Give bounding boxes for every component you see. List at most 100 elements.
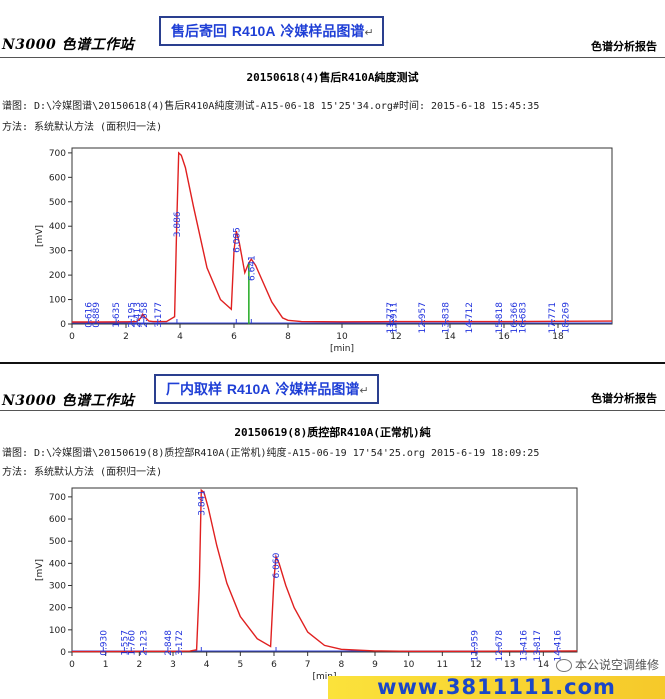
y-tick-label: 200	[49, 271, 66, 281]
chart-title: 20150619(8)质控部R410A(正常机)純	[234, 426, 431, 439]
peak-label: 2.195	[127, 302, 137, 328]
x-tick-label: 6	[271, 660, 277, 670]
x-tick-label: 8	[338, 660, 344, 670]
callout-refrigerant: R410A	[231, 23, 276, 39]
peak-label: 16.366	[510, 302, 520, 334]
peak-label: 18.269	[561, 302, 571, 334]
url-banner: www.3811111.com	[328, 676, 665, 699]
callout-text-b: 冷媒样品图谱	[275, 24, 365, 40]
peak-label: 1.760	[127, 630, 137, 656]
x-tick-label: 12	[390, 332, 401, 342]
peak-label: 1.635	[112, 302, 122, 328]
watermark: 本公说空调维修	[555, 656, 659, 673]
y-tick-label: 500	[49, 537, 66, 547]
header-rule	[0, 410, 665, 411]
header-rule	[0, 57, 665, 58]
y-tick-label: 700	[49, 493, 66, 503]
x-tick-label: 4	[177, 332, 183, 342]
x-tick-label: 0	[69, 332, 75, 342]
peak-label: 16.683	[518, 302, 528, 334]
callout-text-a: 售后寄回	[171, 24, 232, 40]
y-tick-label: 300	[49, 247, 66, 257]
x-tick-label: 18	[552, 332, 564, 342]
callout-text-b: 冷媒样品图谱	[270, 382, 360, 398]
meta-file-line: 谱图: D:\冷媒图谱\20150618(4)售后R410A純度测试-A15-0…	[2, 101, 540, 112]
x-tick-label: 12	[470, 660, 481, 670]
chromatogram-panel-2: N3000 色谱工作站 色谱分析报告 厂内取样 R410A 冷媒样品图谱↵ 20…	[0, 368, 665, 699]
x-tick-label: 5	[237, 660, 243, 670]
x-tick-label: 0	[69, 660, 75, 670]
report-label: 色谱分析报告	[591, 40, 657, 53]
peak-label: 3.886	[173, 211, 183, 237]
peak-label: 6.641	[247, 255, 257, 281]
peak-label: 2.658	[140, 302, 150, 328]
peak-label: 6.085	[232, 227, 242, 253]
y-axis-label: [mV]	[35, 225, 45, 247]
sample-callout: 厂内取样 R410A 冷媒样品图谱↵	[154, 374, 379, 404]
chart-title: 20150618(4)售后R410A純度测试	[246, 71, 419, 84]
y-tick-label: 0	[60, 320, 66, 330]
panel-divider	[0, 362, 665, 364]
x-tick-label: 2	[123, 332, 129, 342]
peak-label: 13.416	[520, 630, 530, 662]
y-tick-label: 0	[60, 648, 66, 658]
callout-refrigerant: R410A	[226, 381, 271, 397]
chromatogram-panel-1: N3000 色谱工作站 色谱分析报告 售后寄回 R410A 冷媒样品图谱↵ 20…	[0, 16, 665, 354]
x-tick-label: 10	[403, 660, 415, 670]
meta-file-line: 谱图: D:\冷媒图谱\20150619(8)质控部R410A(正常机)纯度-A…	[2, 448, 540, 459]
y-tick-label: 100	[49, 626, 66, 636]
x-tick-label: 14	[444, 332, 456, 342]
x-tick-label: 4	[204, 660, 210, 670]
peak-label: 12.678	[495, 630, 505, 662]
peak-label: 17.771	[548, 302, 558, 334]
peak-label: 3.841	[197, 490, 207, 516]
url-text[interactable]: www.3811111.com	[377, 675, 616, 699]
peak-label: 2.413	[133, 302, 143, 328]
chromatogram-chart-1: 0 100 200 300 400 500 600 700 0 2 4 6 8 10 12 14 16 18 [mV…	[35, 147, 613, 354]
x-tick-label: 1	[103, 660, 109, 670]
wechat-icon	[555, 659, 572, 672]
peak-label: 13.838	[442, 302, 452, 334]
peak-label: 0.930	[99, 630, 109, 656]
x-tick-label: 9	[372, 660, 378, 670]
peak-label: 15.818	[495, 302, 505, 334]
x-tick-label: 2	[136, 660, 142, 670]
x-tick-label: 3	[170, 660, 176, 670]
peak-label: 11.777	[386, 302, 396, 334]
peak-label: 0.889	[92, 302, 102, 328]
x-tick-label: 6	[231, 332, 237, 342]
peak-label: 14.416	[553, 630, 563, 662]
x-tick-label: 7	[305, 660, 311, 670]
chromatogram-trace	[72, 151, 613, 323]
x-tick-label: 13	[504, 660, 515, 670]
peak-label: 11.911	[390, 302, 400, 334]
y-tick-label: 700	[49, 149, 66, 159]
watermark-text: 本公说空调维修	[574, 658, 659, 672]
peak-label: 3.172	[175, 630, 185, 656]
y-tick-label: 600	[49, 173, 66, 183]
y-tick-label: 400	[49, 222, 66, 232]
y-tick-label: 200	[49, 604, 66, 614]
peak-label: 13.817	[533, 630, 543, 662]
peak-label: 6.060	[272, 552, 282, 578]
peak-label: 2.848	[164, 630, 174, 656]
peak-label: 12.957	[418, 302, 428, 334]
x-tick-label: 8	[285, 332, 291, 342]
x-tick-label: 16	[498, 332, 510, 342]
peak-label: 2.123	[139, 630, 149, 656]
y-tick-label: 400	[49, 559, 66, 569]
callout-text-a: 厂内取样	[166, 382, 227, 398]
y-tick-label: 100	[49, 296, 66, 306]
peak-label: 1.557	[120, 630, 130, 656]
y-tick-label: 600	[49, 515, 66, 525]
callout-mark: ↵	[359, 384, 369, 397]
callout-mark: ↵	[364, 26, 374, 39]
x-axis-label: [min]	[330, 344, 354, 354]
report-label: 色谱分析报告	[591, 392, 657, 405]
workstation-brand: N3000 色谱工作站	[2, 37, 135, 53]
y-axis-label: [mV]	[35, 559, 45, 581]
x-tick-label: 10	[336, 332, 348, 342]
peak-label: 11.959	[471, 630, 481, 662]
peak-label: 3.177	[154, 302, 164, 328]
